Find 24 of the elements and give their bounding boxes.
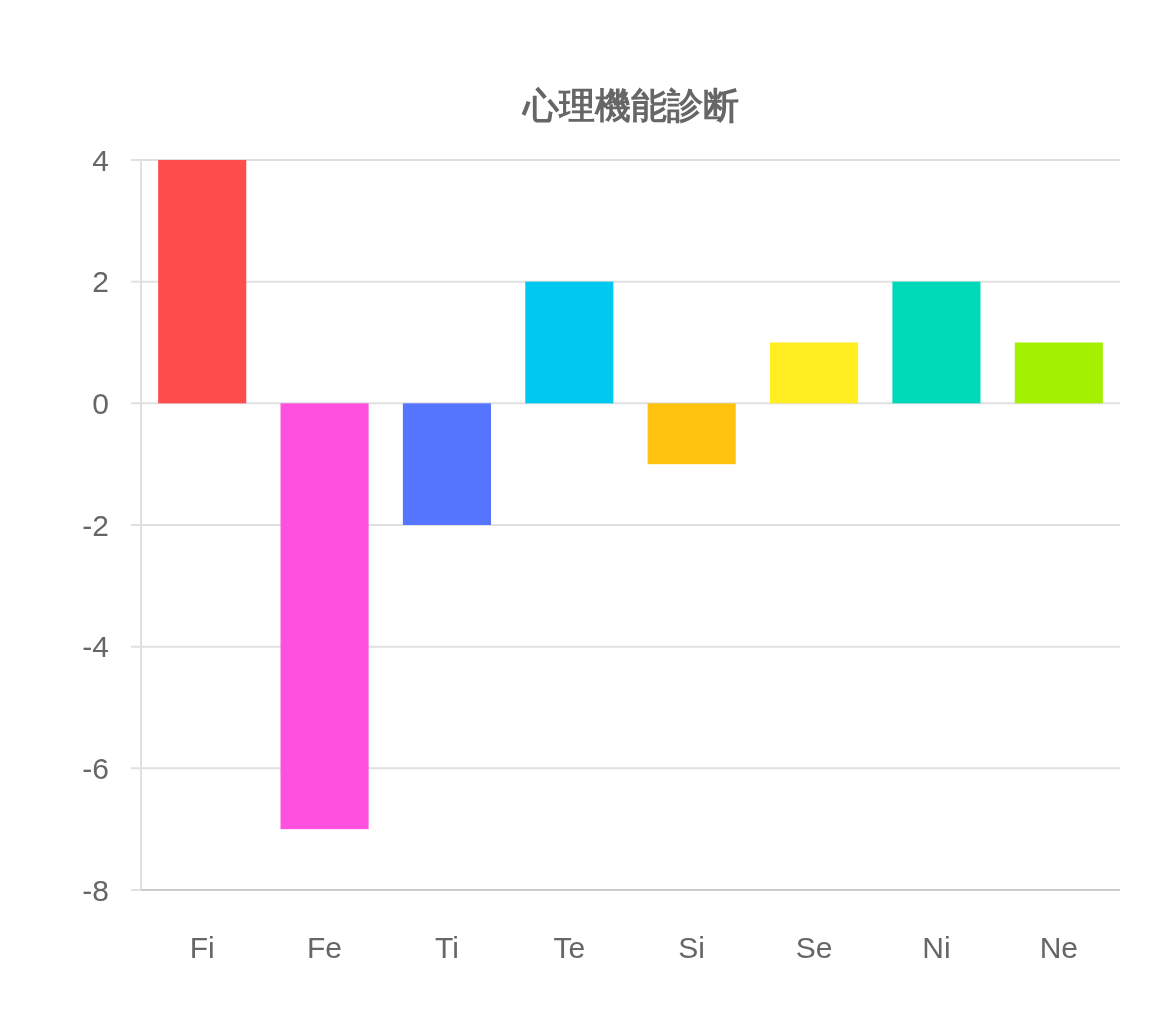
x-tick-label: Ni	[922, 931, 951, 964]
x-tick-label: Ne	[1039, 931, 1078, 964]
y-tick-label: -6	[82, 751, 109, 785]
y-tick-label: -8	[82, 873, 109, 907]
x-tick-label: Si	[678, 931, 706, 964]
x-tick-label: Fi	[189, 931, 215, 964]
bar	[525, 281, 614, 404]
x-tick-label: Se	[795, 931, 833, 964]
chart-title: 心理機能診断	[520, 85, 739, 126]
x-tick-label: Ti	[434, 931, 459, 964]
bar	[647, 403, 736, 465]
y-tick-label: -4	[82, 630, 109, 664]
bar	[158, 160, 247, 404]
x-tick-label: Te	[553, 931, 586, 964]
bar	[770, 342, 859, 404]
y-tick-label: -2	[82, 508, 109, 542]
y-tick-label: 0	[92, 386, 109, 420]
y-tick-label: 2	[92, 265, 109, 299]
bar	[402, 403, 491, 525]
bar	[280, 403, 369, 830]
bar	[1014, 342, 1103, 404]
bar	[892, 281, 981, 404]
y-tick-label: 4	[92, 143, 109, 177]
x-tick-label: Fe	[307, 931, 343, 964]
